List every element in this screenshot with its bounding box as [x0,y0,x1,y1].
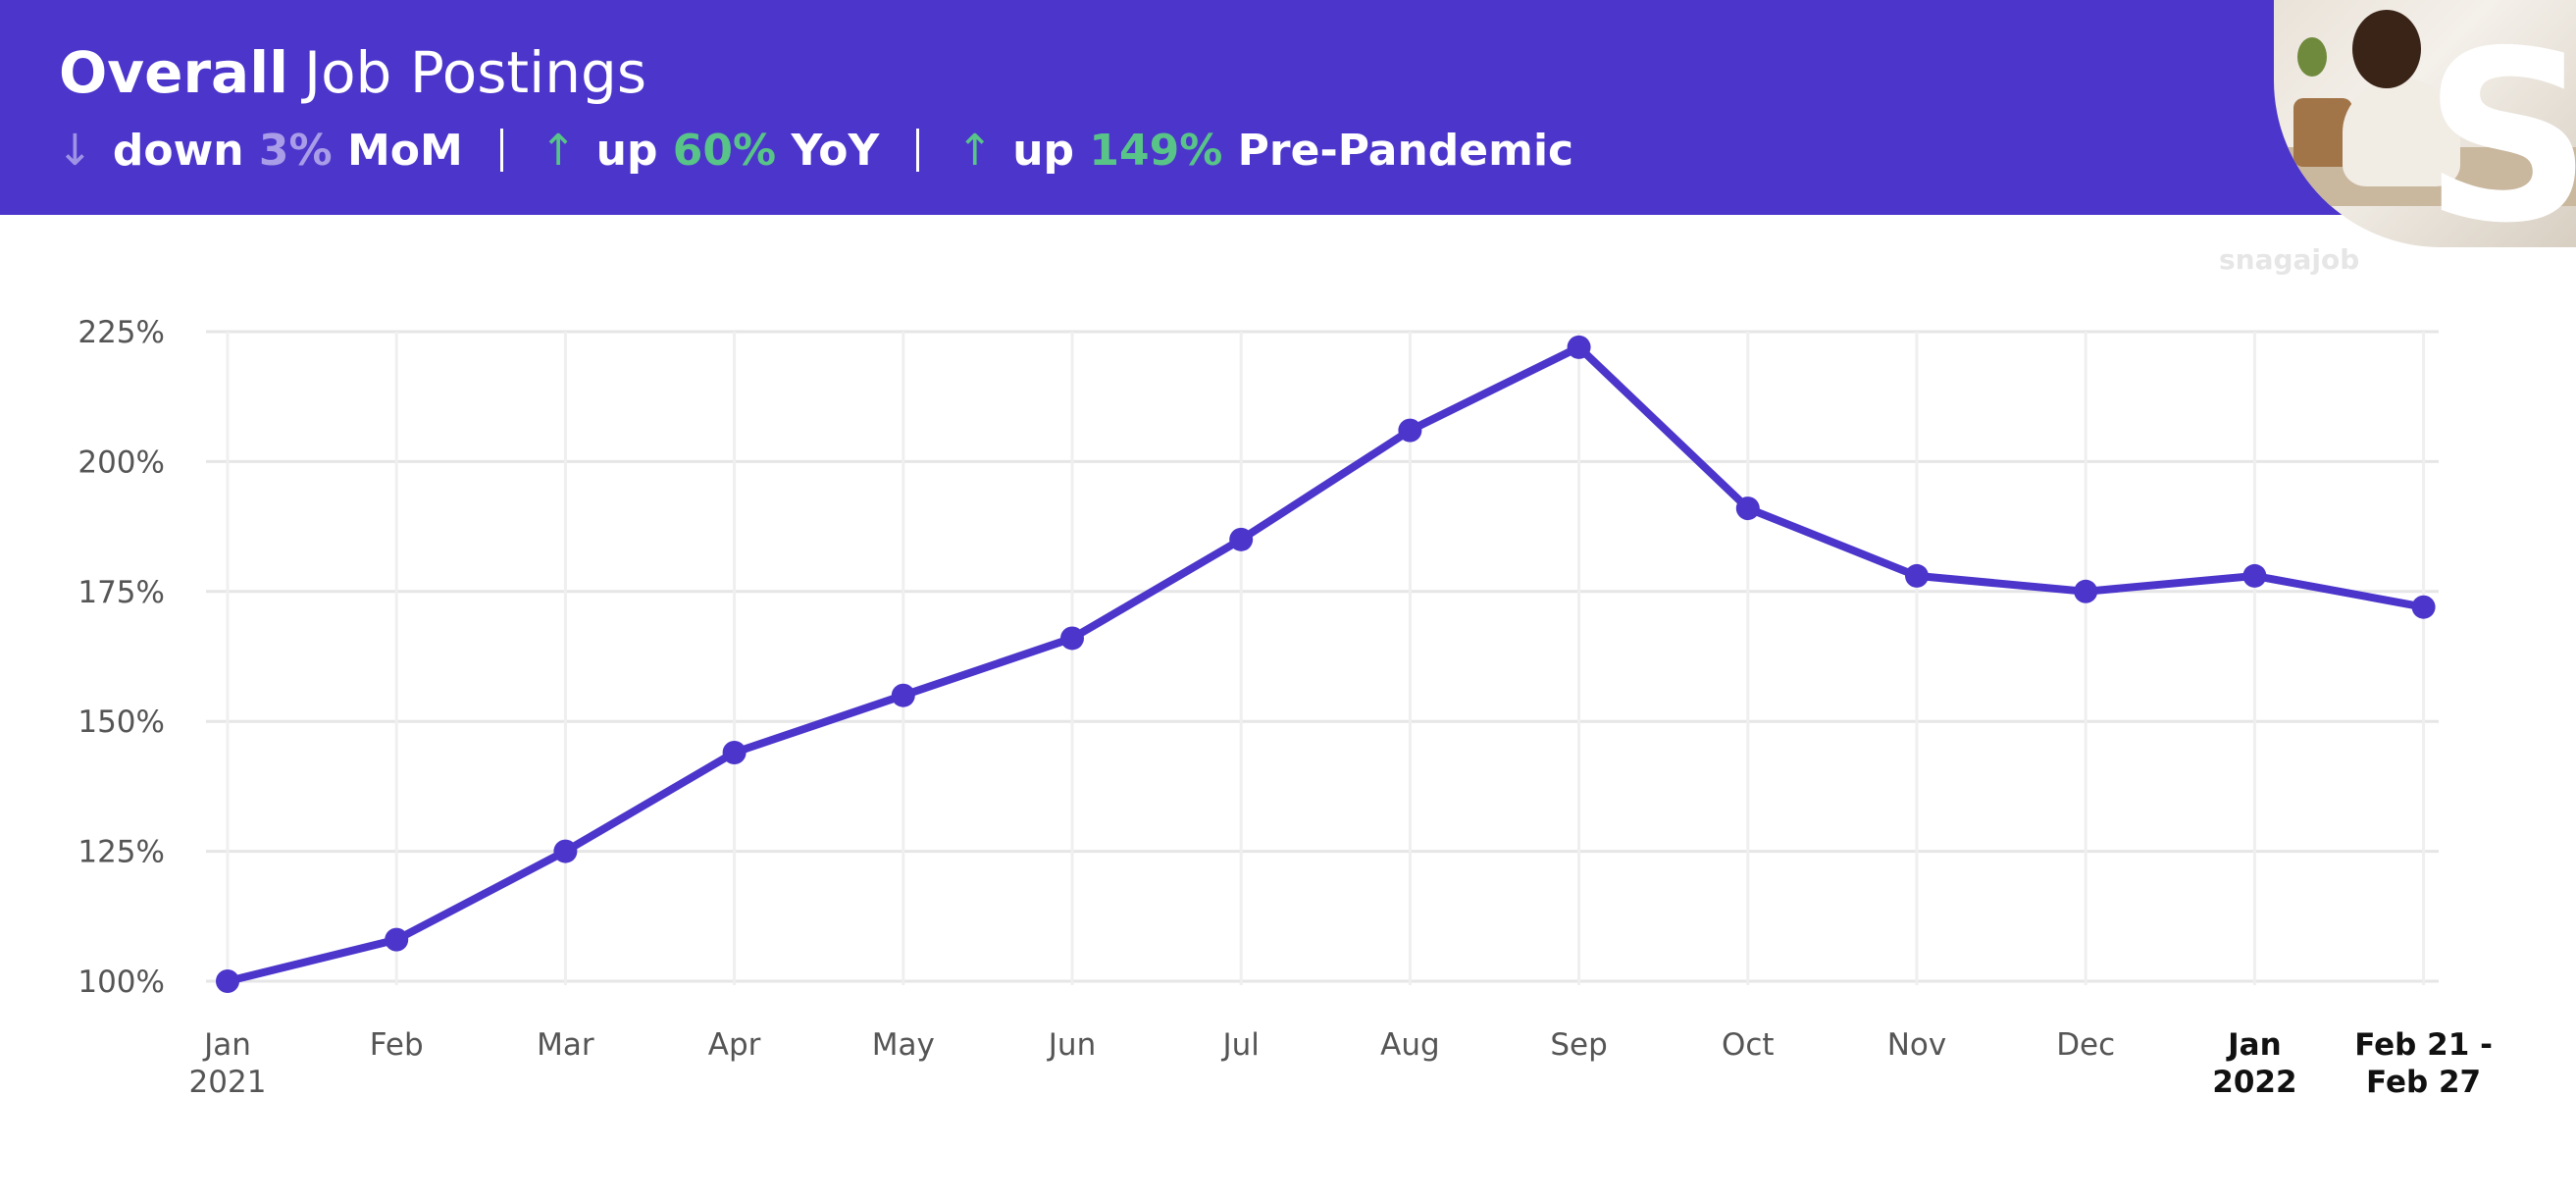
x-tick-label: Mar [537,1027,594,1063]
data-point [1735,496,1760,521]
stat-divider [499,129,503,172]
page-title: Overall Job Postings [59,33,646,112]
stat-pre-pandemic: ↑ up 149% Pre-Pandemic [956,126,1573,176]
snagajob-logo-icon: S [2423,0,2576,247]
title-rest: Job Postings [303,39,647,106]
x-tick-label: Aug [1380,1027,1440,1063]
stat-pre-pandemic-value: 149% [1089,125,1223,176]
data-point [1229,527,1254,551]
stat-mom-word: down [112,125,244,176]
data-point [553,839,578,863]
data-point [1060,626,1084,651]
x-tick-label: 2022 [2212,1065,2296,1100]
stat-yoy: ↑ up 60% YoY [541,126,880,176]
stat-yoy-label: YoY [791,125,880,176]
person-head-shape [2352,10,2421,88]
header-banner: Overall Job Postings ↓ down 3% MoM ↑ up 6… [0,0,2576,215]
stat-mom-label: MoM [346,125,463,176]
stat-pre-pandemic-label: Pre-Pandemic [1237,125,1574,176]
x-tick-label: Jun [1047,1027,1096,1063]
stat-yoy-word: up [595,125,658,176]
data-point [891,683,915,707]
stat-mom: ↓ down 3% MoM [57,126,463,176]
data-point [385,927,409,952]
x-tick-label: Jul [1220,1027,1259,1063]
data-point [2074,579,2098,603]
arrow-down-icon: ↓ [57,125,93,176]
x-tick-label: Feb [370,1027,424,1063]
title-bold: Overall [59,39,288,106]
x-tick-label: 2021 [189,1065,267,1100]
x-tick-label: Sep [1550,1027,1607,1063]
data-point [216,969,239,993]
arrow-up-icon: ↑ [540,125,577,176]
data-point [1398,418,1422,443]
data-points [216,335,2436,993]
x-tick-label: Nov [1887,1027,1947,1063]
horizontal-gridlines [206,330,2439,983]
series-line [224,342,2428,985]
stat-divider [916,129,920,172]
x-tick-label: May [872,1027,935,1063]
x-tick-label: Oct [1722,1027,1775,1063]
brand-watermark: snagajob [2219,243,2360,276]
data-point [722,740,747,764]
x-tick-label: Feb 21 - [2354,1027,2493,1063]
data-point [1905,563,1929,588]
y-tick-label: 125% [77,835,165,870]
stat-mom-value: 3% [258,125,333,176]
data-point [2242,563,2267,588]
data-point [2411,595,2436,619]
x-tick-label: Jan [202,1027,251,1063]
arrow-up-icon: ↑ [956,125,994,176]
y-tick-label: 150% [77,705,165,740]
x-tick-label: Feb 27 [2366,1065,2481,1100]
data-point [1567,335,1591,359]
y-tick-label: 225% [77,315,165,350]
x-tick-label: Apr [708,1027,761,1063]
x-tick-label: Dec [2056,1027,2115,1063]
y-tick-label: 100% [77,965,165,1000]
y-tick-label: 200% [77,444,165,480]
y-tick-label: 175% [77,575,165,610]
vertical-gridlines [226,332,2426,985]
person-body-shape [2343,78,2460,186]
plant-shape [2297,37,2327,77]
stats-row: ↓ down 3% MoM ↑ up 60% YoY ↑ up 149% Pre… [57,118,1573,183]
stat-yoy-value: 60% [672,125,777,176]
x-tick-label: Jan [2226,1027,2282,1063]
y-axis-ticks: 100% 125% 150% 175% 200% 225% [77,315,165,1000]
stat-pre-pandemic-word: up [1012,125,1075,176]
